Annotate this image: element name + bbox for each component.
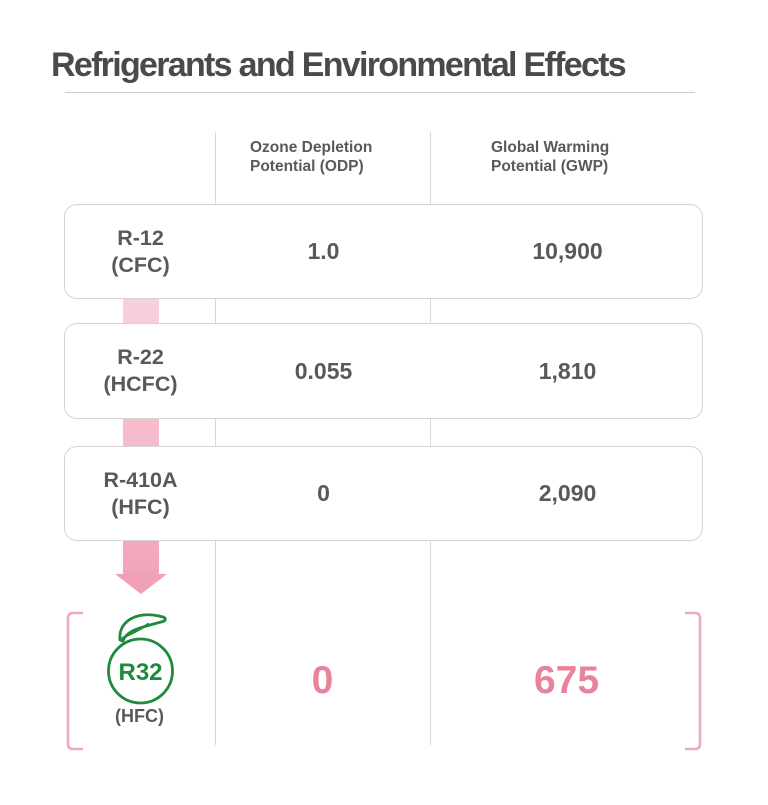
svg-text:R32: R32 (118, 659, 162, 686)
